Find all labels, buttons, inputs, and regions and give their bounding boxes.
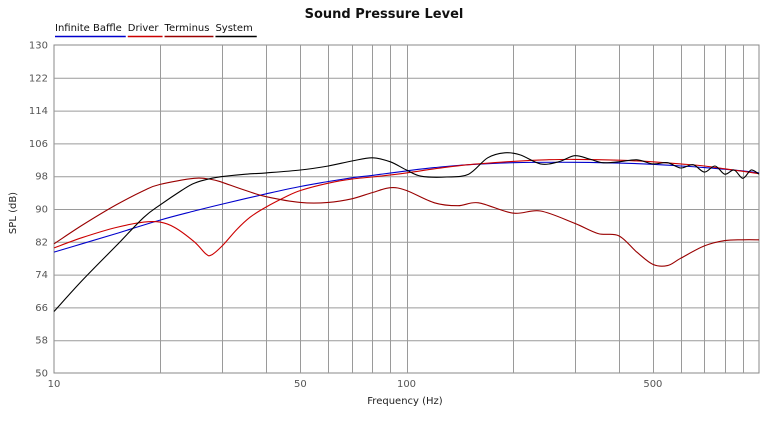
series-line-infinite-baffle (53, 161, 760, 253)
legend-label-infinite-baffle: Infinite Baffle (55, 23, 122, 34)
legend-label-driver: Driver (128, 23, 160, 34)
y-tick-label: 50 (35, 369, 48, 380)
chart-title: Sound Pressure Level (305, 7, 464, 22)
y-tick-labels: 50 58 66 74 82 90 98 106 114 122 130 (29, 41, 48, 380)
series-line-system (53, 152, 760, 312)
series-line-terminus (53, 177, 760, 267)
y-tick-label: 106 (29, 139, 48, 150)
series-line-driver (53, 158, 760, 257)
y-tick-label: 58 (35, 336, 48, 347)
x-tick-label: 50 (294, 379, 307, 390)
y-tick-label: 82 (35, 237, 48, 248)
y-tick-label: 114 (29, 106, 48, 117)
legend-label-terminus: Terminus (164, 23, 210, 34)
x-axis-label: Frequency (Hz) (367, 396, 443, 407)
y-tick-label: 98 (35, 172, 48, 183)
y-tick-label: 74 (35, 270, 48, 281)
y-axis-label: SPL (dB) (8, 192, 19, 234)
x-tick-labels: 10 50 100 500 (48, 379, 663, 390)
legend-label-system: System (215, 23, 252, 34)
y-tick-label: 122 (29, 73, 48, 84)
y-tick-label: 90 (35, 205, 48, 216)
grid (54, 45, 759, 373)
y-tick-label: 130 (29, 41, 48, 52)
series-lines (53, 152, 760, 312)
x-tick-label: 100 (397, 379, 416, 390)
chart-legend: Infinite Baffle Driver Terminus System (55, 23, 257, 38)
x-tick-label: 10 (48, 379, 61, 390)
y-tick-label: 66 (35, 303, 48, 314)
x-tick-label: 500 (643, 379, 662, 390)
